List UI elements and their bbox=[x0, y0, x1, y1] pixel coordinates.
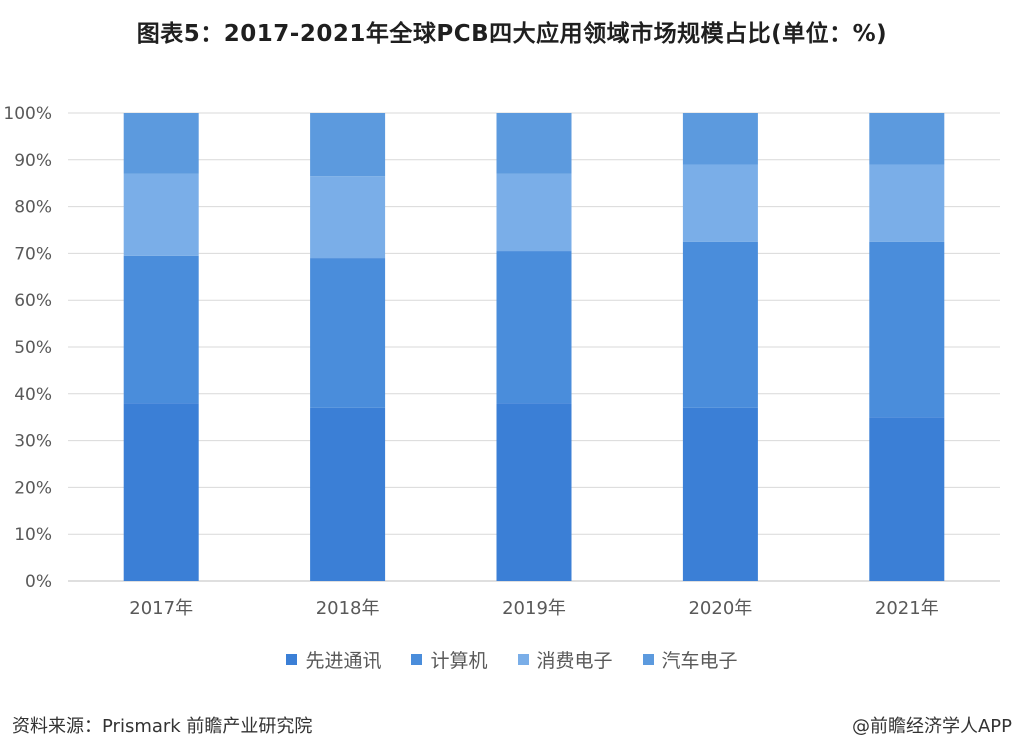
chart-title: 图表5：2017-2021年全球PCB四大应用领域市场规模占比(单位：%) bbox=[136, 21, 888, 47]
y-tick-label: 10% bbox=[14, 525, 52, 545]
bar-segment bbox=[869, 241, 945, 418]
bar-segment bbox=[682, 241, 758, 408]
x-tick-label: 2017年 bbox=[129, 598, 193, 619]
legend-swatch bbox=[642, 654, 654, 665]
bar-segment bbox=[123, 255, 199, 404]
legend-item: 消费电子 bbox=[517, 646, 613, 673]
y-tick-label: 50% bbox=[14, 338, 52, 358]
x-axis: 2017年 2018年 2019年 2020年 2021年 bbox=[129, 598, 938, 619]
y-tick-label: 90% bbox=[14, 151, 52, 171]
legend-label: 计算机 bbox=[430, 650, 488, 672]
y-tick-label: 80% bbox=[14, 198, 52, 218]
source-note: 资料来源：Prismark 前瞻产业研究院 bbox=[12, 716, 313, 737]
bar-segment bbox=[123, 173, 199, 256]
y-tick-label: 20% bbox=[14, 478, 52, 498]
bar-segment bbox=[682, 113, 758, 165]
y-tick-label: 60% bbox=[14, 291, 52, 311]
bar-segment bbox=[310, 407, 386, 581]
legend-item: 汽车电子 bbox=[642, 646, 738, 673]
bar-segment bbox=[869, 164, 945, 242]
bar-segment bbox=[310, 176, 386, 259]
legend-swatch bbox=[286, 654, 298, 665]
bar-segment bbox=[310, 258, 386, 408]
x-tick-label: 2020年 bbox=[688, 598, 752, 619]
bar-segment bbox=[869, 113, 945, 165]
stacked-bar-chart: 0%10%20%30%40%50%60%70%80%90%100% 2017年 2… bbox=[3, 104, 1000, 619]
legend-label: 消费电子 bbox=[536, 650, 613, 672]
bar-segment bbox=[123, 403, 199, 581]
legend-label: 汽车电子 bbox=[661, 650, 738, 672]
bar-segment bbox=[869, 417, 945, 581]
bar-segment bbox=[682, 164, 758, 242]
bar-segment bbox=[496, 251, 572, 404]
bar-segment bbox=[310, 113, 386, 177]
y-tick-label: 0% bbox=[25, 572, 52, 592]
bar-segment bbox=[496, 113, 572, 174]
bar-segment bbox=[496, 173, 572, 252]
brand-credit: @前瞻经济学人APP bbox=[851, 716, 1012, 737]
bar-segment bbox=[682, 407, 758, 581]
y-tick-label: 70% bbox=[14, 244, 52, 264]
legend-item: 计算机 bbox=[411, 646, 488, 673]
y-axis: 0% 10% 20% 30% 40% 50% 60% 70% 80% 90% 100% bbox=[3, 104, 52, 592]
legend-item: 先进通讯 bbox=[286, 646, 381, 673]
x-tick-label: 2021年 bbox=[875, 598, 939, 619]
x-tick-label: 2019年 bbox=[502, 598, 566, 619]
legend-label: 先进通讯 bbox=[305, 650, 382, 672]
x-tick-label: 2018年 bbox=[316, 598, 380, 619]
legend: 先进通讯 计算机 消费电子 汽车电子 bbox=[0, 646, 1024, 673]
y-tick-label: 30% bbox=[14, 432, 52, 452]
bars bbox=[123, 113, 945, 581]
legend-swatch bbox=[517, 654, 529, 665]
y-tick-label: 100% bbox=[3, 104, 52, 124]
y-tick-label: 40% bbox=[14, 385, 52, 405]
bar-segment bbox=[123, 113, 199, 174]
bar-segment bbox=[496, 403, 572, 581]
legend-swatch bbox=[411, 654, 423, 665]
